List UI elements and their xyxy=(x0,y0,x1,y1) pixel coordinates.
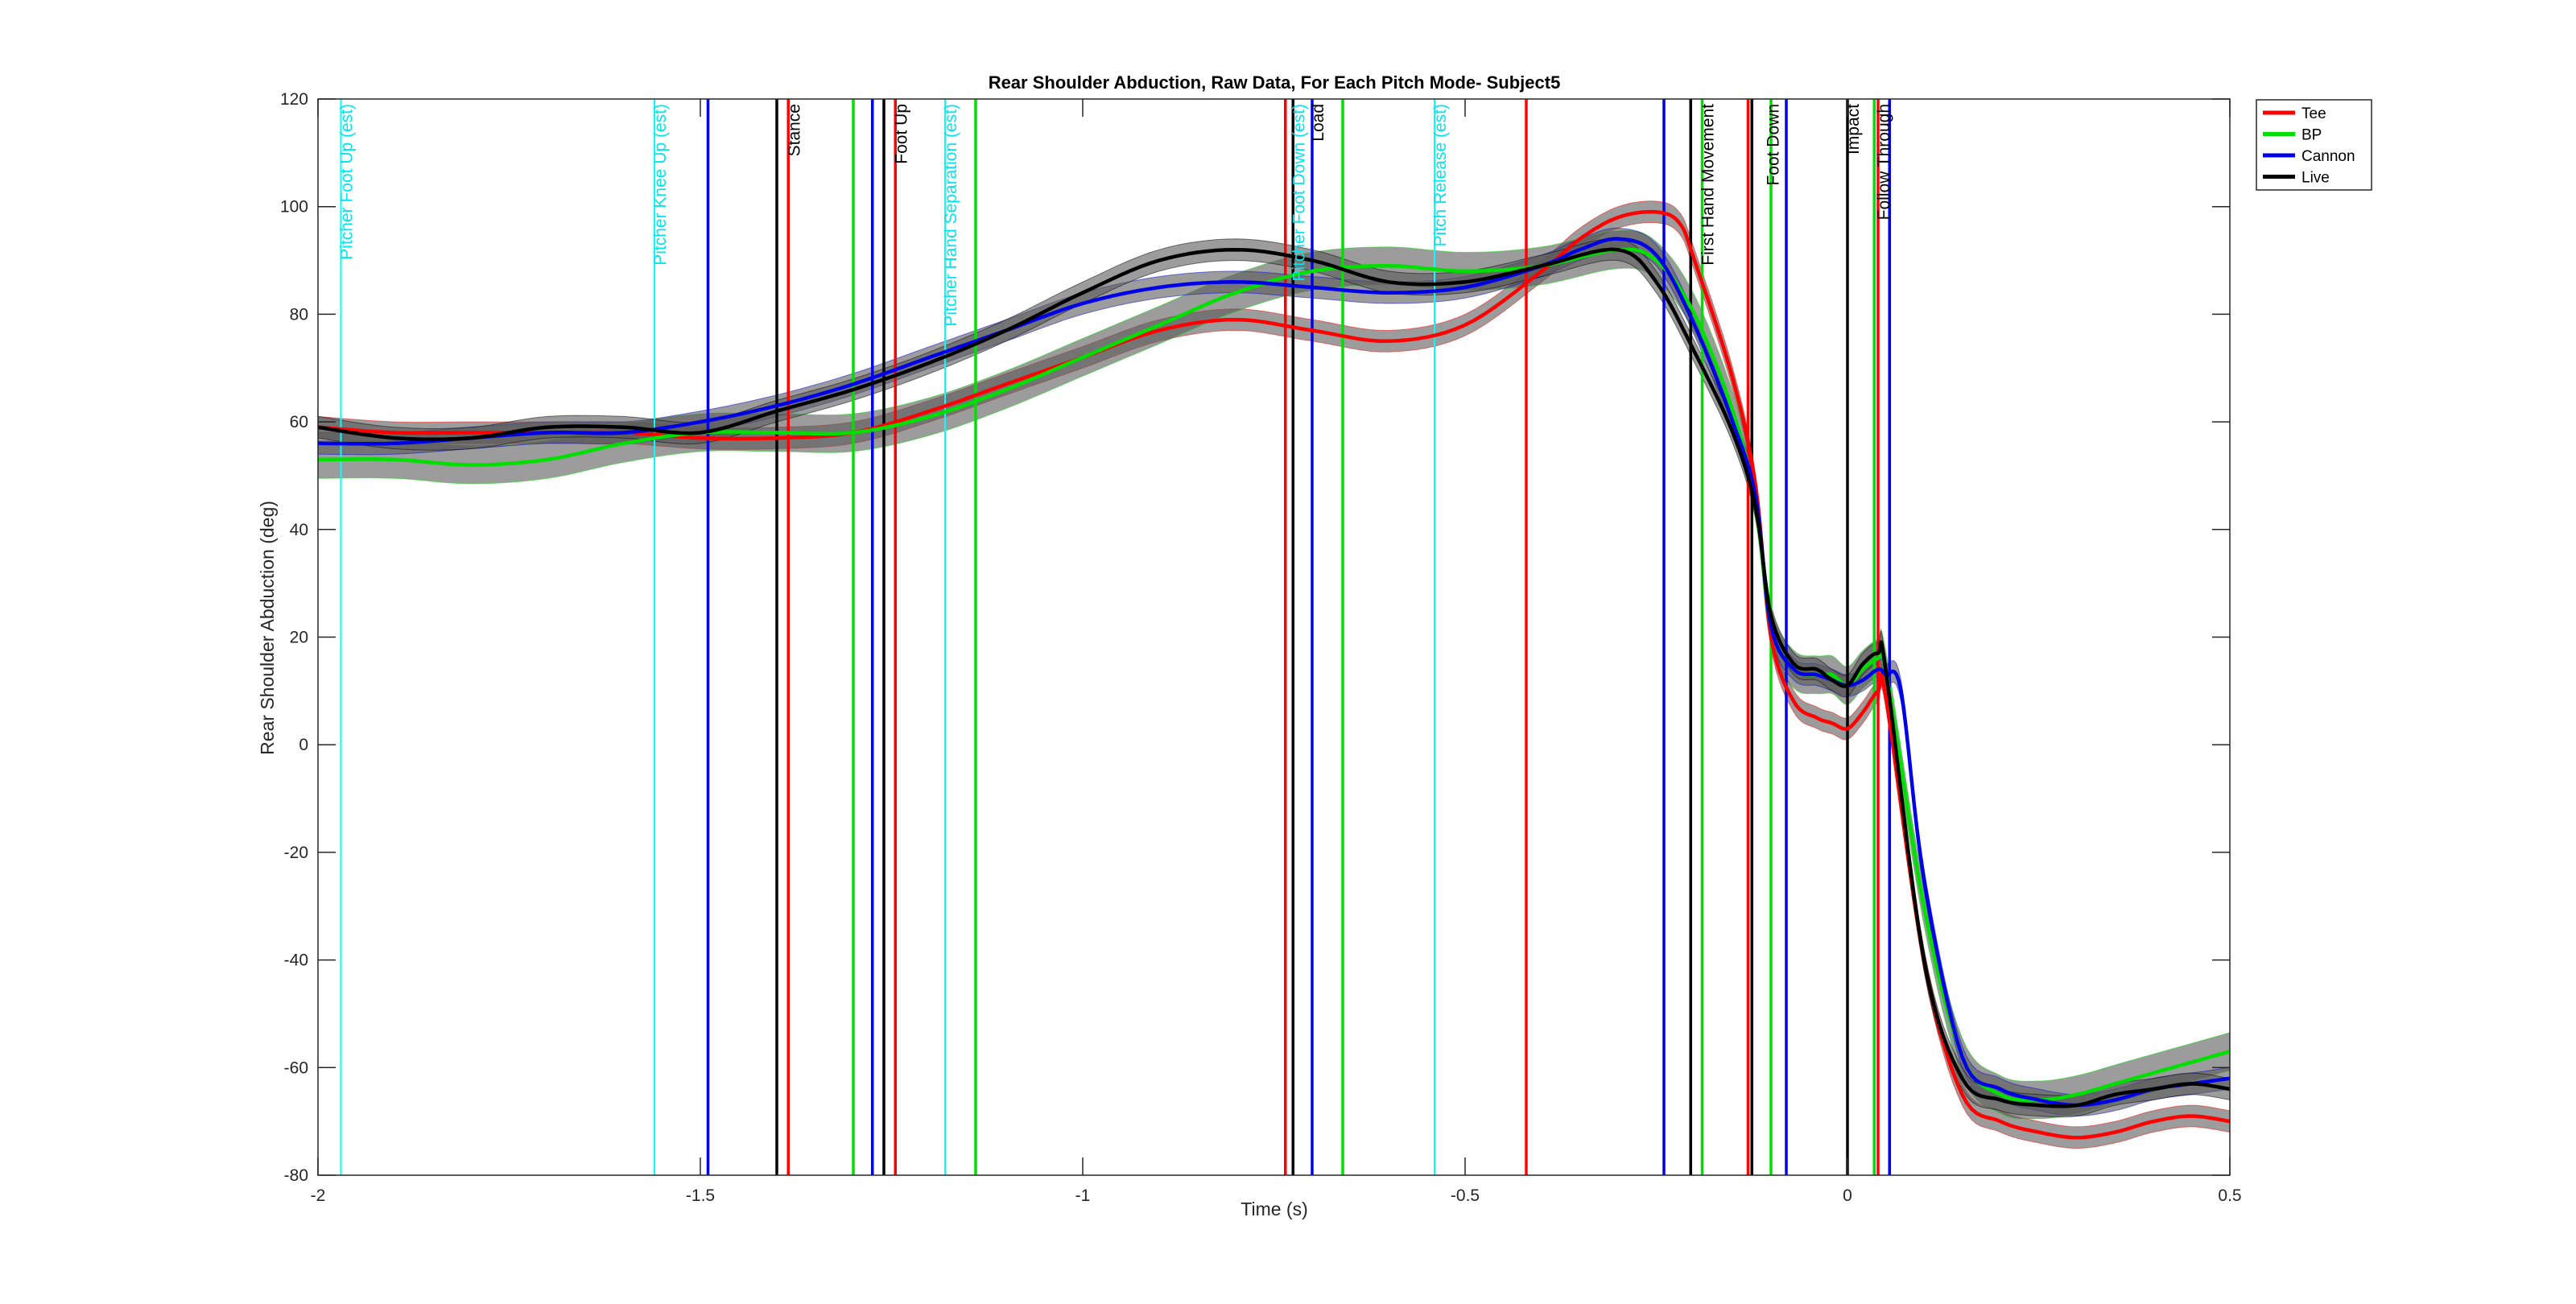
y-tick-label: 60 xyxy=(290,413,308,431)
legend-label-cannon: Cannon xyxy=(2301,148,2355,165)
event-annotation: Foot Down xyxy=(1764,104,1782,186)
y-tick-label: 20 xyxy=(290,629,308,647)
event-annotations: Pitcher Foot Up (est) Pitcher Knee Up (es… xyxy=(338,104,1894,327)
y-tick-label: 80 xyxy=(290,305,308,324)
x-axis-label: Time (s) xyxy=(1241,1199,1307,1219)
event-annotation: Pitcher Knee Up (est) xyxy=(651,104,670,266)
series-line-bp xyxy=(317,247,2231,1102)
legend-label-tee: Tee xyxy=(2301,105,2326,122)
event-annotation: First Hand Movement xyxy=(1699,104,1718,266)
y-tick-label: -80 xyxy=(284,1166,308,1185)
legend: Tee BP Cannon Live xyxy=(2256,99,2372,191)
event-annotation: Follow Through xyxy=(1875,104,1893,220)
x-tick-label: -0.5 xyxy=(1451,1186,1480,1205)
series-line-live xyxy=(317,247,2231,1108)
y-tick-label: 120 xyxy=(280,90,308,109)
legend-label-bp: BP xyxy=(2301,127,2322,144)
event-annotation: Pitcher Foot Up (est) xyxy=(338,104,357,260)
y-tick-label: -20 xyxy=(284,844,308,862)
y-tick-label: 40 xyxy=(290,521,308,539)
x-tick-label: -2 xyxy=(311,1186,326,1205)
x-tick-label: 0 xyxy=(1843,1186,1852,1205)
series-line-cannon xyxy=(317,237,2231,1108)
event-annotation: Load xyxy=(1309,104,1327,142)
y-tick-label: 0 xyxy=(299,736,308,754)
legend-label-live: Live xyxy=(2301,170,2330,187)
event-annotation: Stance xyxy=(785,104,803,156)
y-tick-label: -60 xyxy=(284,1058,308,1077)
x-tick-label: 0.5 xyxy=(2218,1186,2241,1205)
axes: -2 -1.5 -1 -0.5 0 0.5 -80 -60 -40 -20 0 20 40 60 80 100… xyxy=(280,90,2242,1205)
y-tick-label: -40 xyxy=(284,951,308,970)
y-tick-label: 100 xyxy=(280,198,308,217)
event-annotation: Foot Up xyxy=(892,104,910,164)
series-line-tee xyxy=(317,209,2231,1140)
series-lines xyxy=(317,209,2231,1140)
event-annotation: Pitcher Hand Separation (est) xyxy=(942,104,960,327)
y-axis-label: Rear Shoulder Abduction (deg) xyxy=(257,501,278,755)
x-tick-label: -1 xyxy=(1075,1186,1091,1205)
event-annotation: Pitcher Foot Down (est) xyxy=(1290,104,1308,282)
chart-title: Rear Shoulder Abduction, Raw Data, For E… xyxy=(989,72,1561,93)
event-annotation: Pitch Release (est) xyxy=(1431,104,1450,246)
event-annotation: Impact xyxy=(1844,104,1863,155)
x-tick-label: -1.5 xyxy=(686,1186,715,1205)
